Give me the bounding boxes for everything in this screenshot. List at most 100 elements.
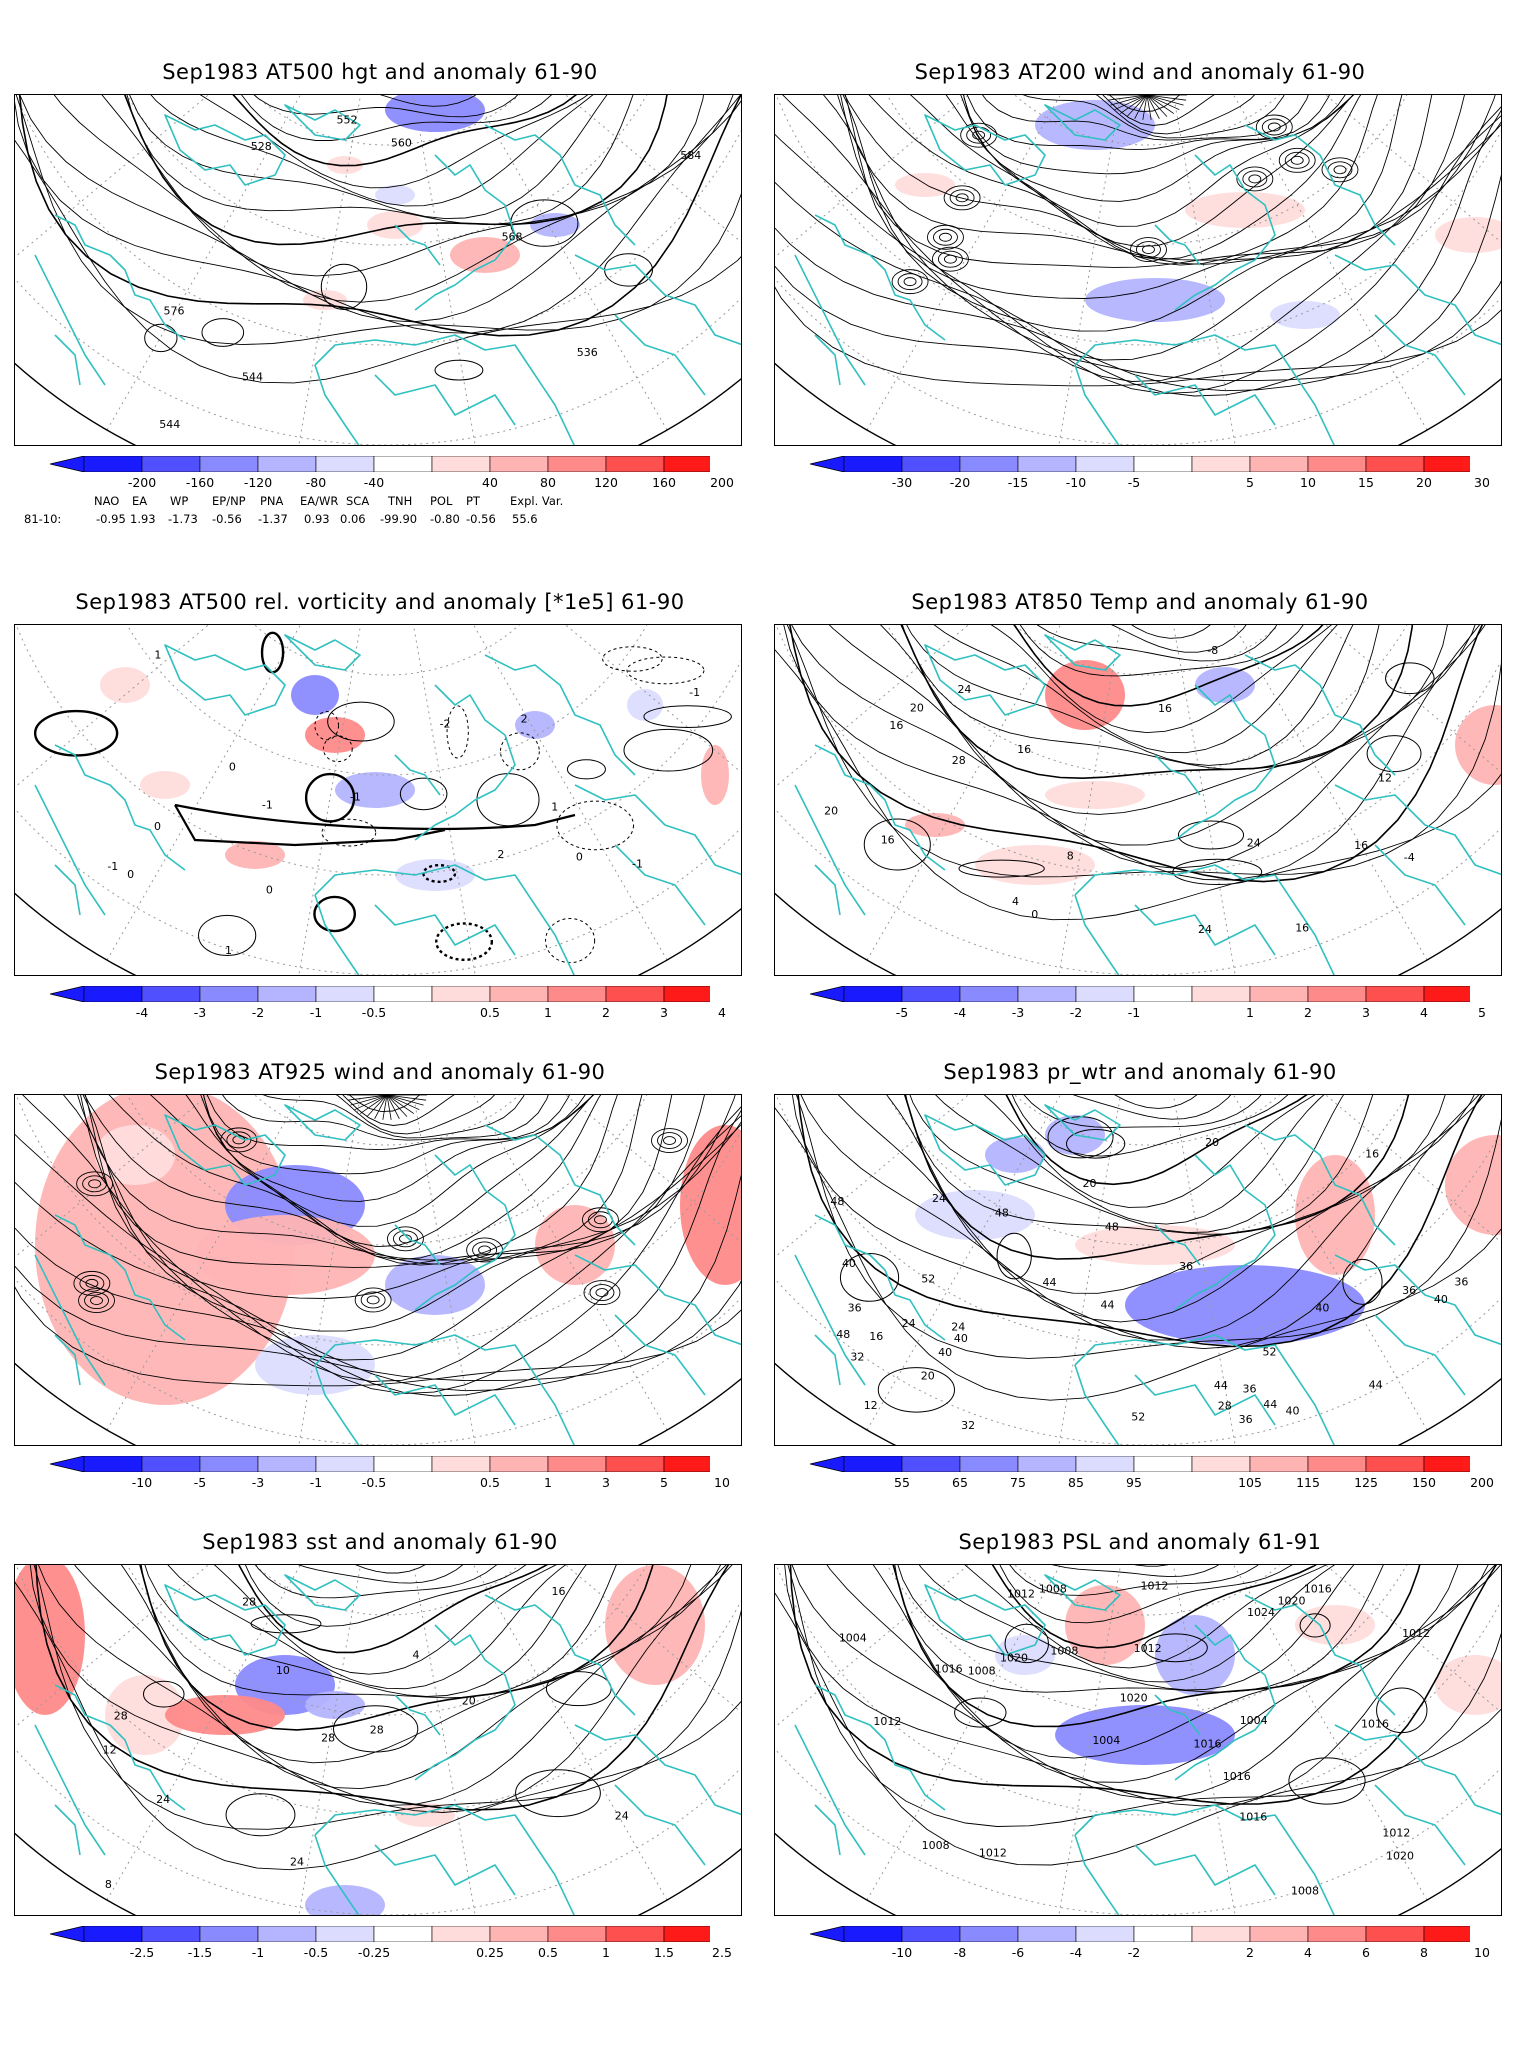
colorbar-tick-label: -6 (1011, 1945, 1025, 1960)
colorbar-tick-label: 1 (602, 1945, 610, 1960)
coastline (574, 1254, 741, 1346)
closed-contour (1177, 820, 1245, 850)
panel-precipitable-water: Sep1983 pr_wtr and anomaly 61-90 52 36 44 40… (770, 1060, 1510, 1580)
colorbar-tick-label: 2.5 (712, 1945, 732, 1960)
contour-line (995, 1565, 1323, 1578)
contour-label: 560 (391, 137, 412, 150)
streamline (827, 95, 1475, 268)
contour-label: 24 (932, 1192, 946, 1205)
contour-label: 40 (938, 1346, 952, 1359)
contour-label: 1012 (1402, 1627, 1430, 1640)
streamline-fan (386, 1095, 408, 1117)
streamline-eddy (1321, 157, 1359, 183)
positive-anomaly-patch (1435, 217, 1501, 253)
coastline (1044, 1104, 1121, 1141)
colorbar-left-arrow (810, 986, 845, 1002)
streamline (984, 95, 1312, 113)
colorbar-tick-label: 6 (1362, 1945, 1370, 1960)
contour-label: 1016 (1239, 1810, 1267, 1823)
closed-contour (225, 1793, 296, 1837)
colorbar-segment (1423, 1456, 1470, 1472)
meridian-line (775, 625, 1148, 668)
coastline (794, 1254, 866, 1386)
contour-label: 1020 (1278, 1595, 1306, 1608)
colorbar-segment (959, 986, 1019, 1002)
colorbar-segment (1075, 986, 1135, 1002)
colorbar-tick-label: -5 (1127, 475, 1141, 490)
streamline-eddy (354, 1287, 392, 1313)
coastline (814, 334, 841, 386)
coastline (574, 1724, 741, 1816)
closed-contour (863, 818, 931, 871)
streamline-eddy (949, 189, 975, 207)
colorbar-segment (489, 456, 549, 472)
map-canvas: 1 2 -1 0 -1 2 0 -1 1 -1 0 0 -1 0 1 -2 (15, 625, 741, 975)
colorbar-segment (489, 1456, 549, 1472)
positive-vorticity-contour (327, 701, 395, 742)
coastline (1374, 1314, 1466, 1396)
coastline (814, 744, 946, 871)
contour-label: 36 (1402, 1284, 1416, 1297)
coastline (1244, 1594, 1396, 1716)
contour-label: 28 (952, 754, 966, 767)
negative-anomaly-patch (627, 689, 663, 721)
streamline-fan (1146, 95, 1180, 111)
contour-line (775, 1095, 1501, 1359)
coastline (54, 864, 81, 916)
contour-label: -1 (350, 790, 361, 803)
positive-anomaly-patch (1455, 705, 1501, 785)
contour-line (785, 1565, 1501, 1805)
contour-line (133, 95, 637, 189)
coastline (484, 1594, 636, 1716)
streamline-eddy (657, 1132, 682, 1149)
colorbar-tick-label: 0.25 (476, 1945, 504, 1960)
coastline (414, 684, 516, 841)
colorbar-segment (663, 1456, 710, 1472)
colorbar-tick-label: 8 (1420, 1945, 1428, 1960)
contour-label: -1 (689, 686, 700, 699)
streamline-fan (354, 1095, 388, 1111)
coastline (1374, 314, 1466, 396)
colorbar-tick-label: -1 (1127, 1005, 1141, 1020)
teleconnection-row-label: 81-10: (24, 512, 62, 526)
colorbar-tick-label: -2 (251, 1005, 265, 1020)
streamline-eddy (226, 1131, 252, 1149)
colorbar-tick-label: 5 (1478, 1005, 1486, 1020)
colorbar-tick-labels: -4 -3 -2 -1 -0.5 0.5 1 2 3 4 (50, 1005, 726, 1021)
contour-label: 16 (1158, 702, 1172, 715)
contour-label: 8 (1067, 849, 1074, 862)
coastline (614, 1314, 706, 1396)
contour-line (15, 95, 741, 346)
contour-label: 1008 (968, 1665, 996, 1678)
contour-label: 1012 (873, 1715, 901, 1728)
contour-line (45, 95, 708, 277)
contour-label: 1016 (1194, 1737, 1222, 1750)
contour-label: 40 (954, 1332, 968, 1345)
colorbar-segment (199, 986, 259, 1002)
contour-label: -2 (440, 718, 451, 731)
streamline (186, 1095, 577, 1141)
streamline (775, 95, 1501, 382)
colorbar-tick-labels: -5 -4 -3 -2 -1 1 2 3 4 5 (810, 1005, 1486, 1021)
coastline (1174, 1624, 1276, 1781)
coastline (1134, 374, 1276, 426)
negative-anomaly-patch (1270, 301, 1340, 329)
streamline-fan (1126, 95, 1148, 117)
colorbar-segment (1017, 986, 1077, 1002)
contour-label: -8 (1207, 644, 1218, 657)
streamline (121, 1095, 671, 1227)
contour-label: 1008 (1291, 1885, 1319, 1898)
streamline-eddy (82, 1175, 108, 1193)
coastline (574, 784, 741, 876)
colorbar-segment (1365, 986, 1425, 1002)
colorbar-tick-label: -1.5 (187, 1945, 213, 1960)
colorbar-segment (663, 1926, 710, 1942)
colorbar-segment (1075, 456, 1135, 472)
streamline-fan (1146, 95, 1184, 106)
colorbar-segment (315, 1456, 375, 1472)
coastline (794, 254, 866, 386)
contour-label: 8 (105, 1878, 112, 1891)
colorbar-tick-label: 150 (1412, 1475, 1436, 1490)
contour-line (886, 625, 1406, 754)
streamline (28, 1095, 741, 1332)
